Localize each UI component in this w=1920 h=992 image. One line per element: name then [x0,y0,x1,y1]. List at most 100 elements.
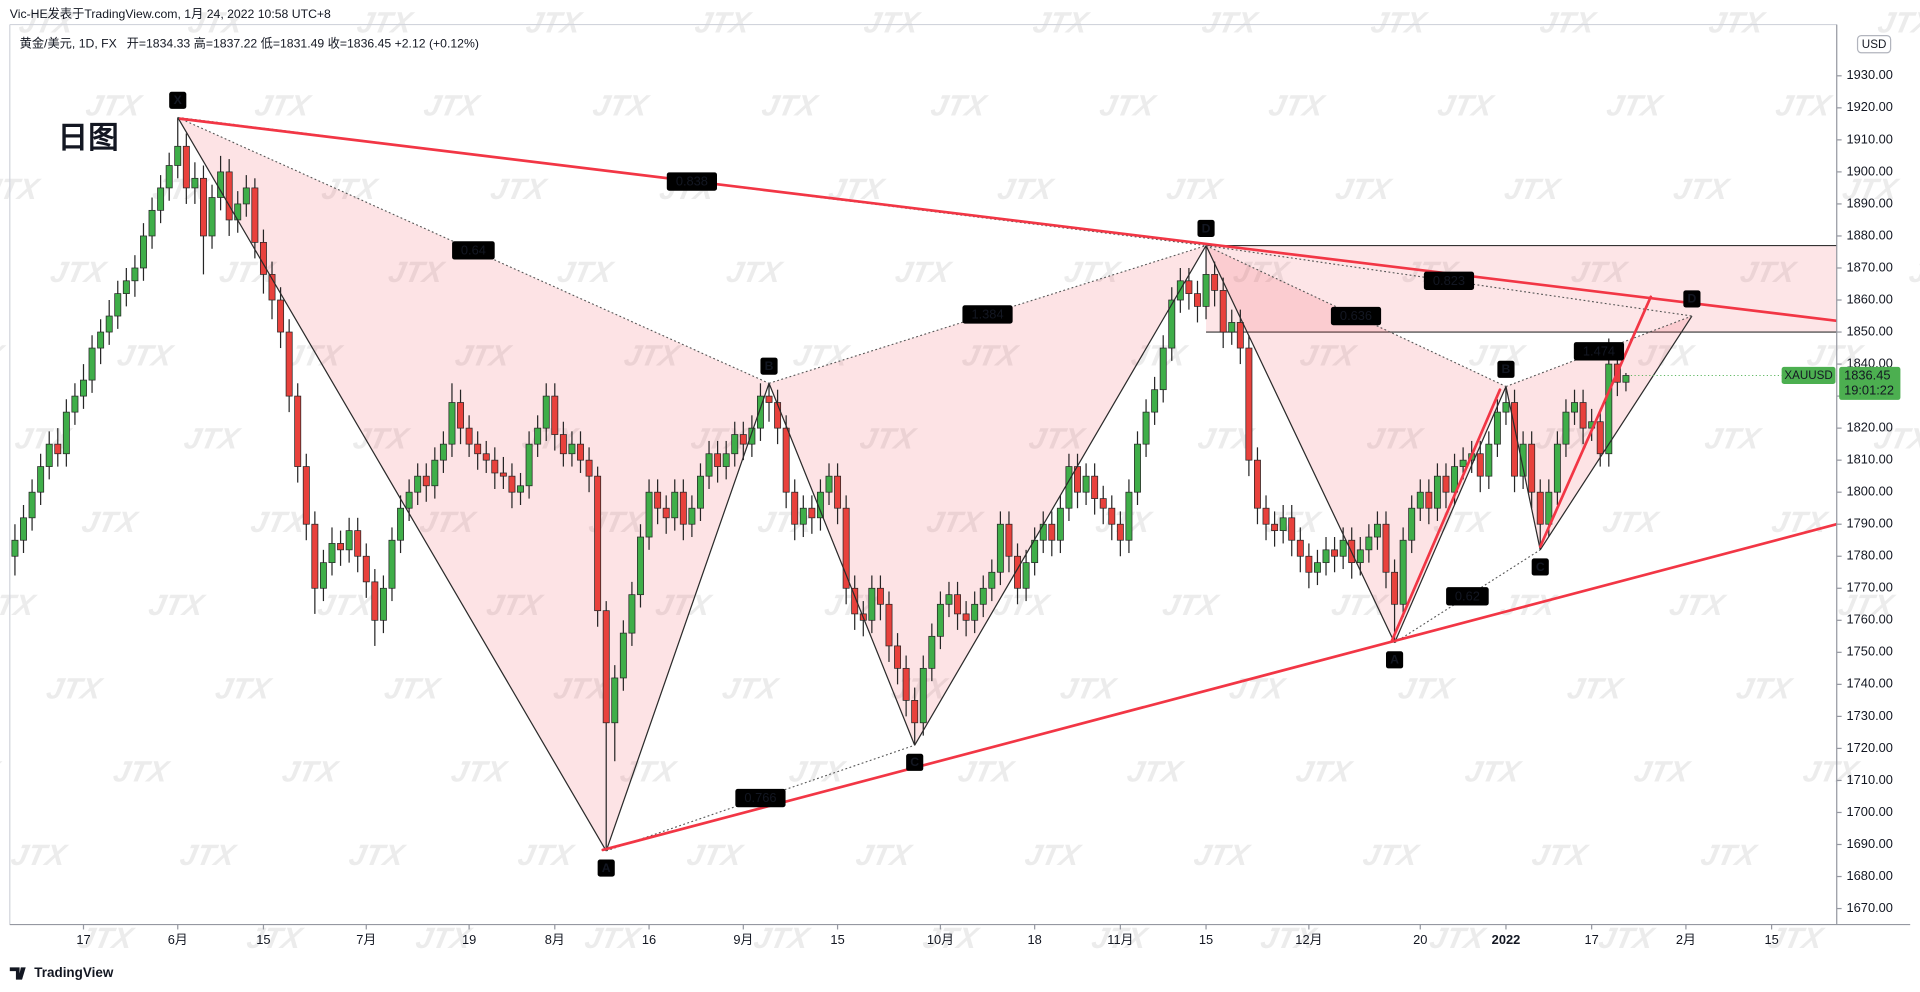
candle-body [1399,539,1407,605]
watermark: JTX [1364,423,1427,456]
candle-body [1356,549,1364,564]
candle-body [1416,491,1424,509]
candle-body [1519,443,1527,477]
candle-body [936,603,944,637]
candle-body [645,491,653,538]
watermark: JTX [75,923,138,956]
candle-body [457,402,464,429]
watermark: JTX [146,589,209,622]
candle-body [1014,555,1021,589]
watermark: JTX [1230,256,1293,289]
candle-body [1056,507,1064,541]
watermark: JTX [1266,90,1329,123]
candle-body [491,459,499,474]
candle-body [697,475,704,509]
watermark: JTX [1333,173,1396,206]
candle-body [1425,491,1433,509]
x-tick-label: 15 [1764,932,1778,947]
candle-body [1185,280,1193,294]
watermark: JTX [1097,90,1160,123]
watermark: JTX [1160,589,1223,622]
symbol-tag [1781,366,1836,385]
candle-body [1159,347,1167,391]
y-tick-label: 1690.00 [1847,836,1893,851]
candle-body [328,543,336,564]
candle-body [182,145,190,189]
y-tick-label: 1860.00 [1847,291,1893,306]
watermark: JTX [755,506,818,539]
watermark: JTX [1191,839,1254,872]
candle-body [834,475,842,509]
watermark: JTX [1631,756,1694,789]
candle-body [1279,517,1287,531]
currency-label: USD [1862,38,1887,51]
ratio-label: 0.823 [1433,273,1465,288]
candle-body [294,395,302,467]
watermark: JTX [1502,173,1565,206]
candle-body [876,587,884,605]
watermark: JTX [892,256,955,289]
candle-body [542,395,550,429]
watermark: JTX [110,756,173,789]
candle-body [259,241,267,275]
watermark: JTX [1395,673,1458,706]
price-tag-label: 1836.45 [1844,367,1890,382]
candle-body [1151,389,1159,413]
x-tick-label: 9月 [733,932,753,947]
candle-body [791,491,799,525]
watermark: JTX [790,340,853,373]
watermark: JTX [959,340,1022,373]
watermark: JTX [1733,673,1796,706]
watermark: JTX [1537,7,1600,40]
watermark: JTX [853,839,916,872]
watermark: JTX [279,756,342,789]
candle-body [1622,375,1630,383]
watermark: JTX [177,839,240,872]
candle-body [611,677,619,724]
candle-body [508,475,516,493]
x-tick-label: 15 [1199,932,1213,947]
x-tick-label: 18 [1028,932,1042,947]
candle-body [379,587,387,621]
pattern-leg [1205,245,1396,643]
watermark: JTX [653,589,716,622]
candle-body [1331,549,1339,557]
candle-body [414,475,422,493]
x-tick-label: 17 [1585,932,1599,947]
candle-body [988,571,996,589]
candle-body [268,274,276,301]
watermark: JTX [417,506,480,539]
watermark: JTX [1737,256,1800,289]
watermark: JTX [684,839,747,872]
candle-body [1382,523,1390,573]
point-label: C [1536,560,1545,574]
candle-body [337,543,345,551]
candle-body [551,395,559,435]
x-tick-label: 10月 [927,932,954,947]
watermark: JTX [1128,340,1191,373]
candle-body [945,594,953,605]
y-tick-label: 1810.00 [1847,452,1893,467]
watermark: JTX [48,256,111,289]
y-tick-label: 1890.00 [1847,195,1893,210]
x-tick-label: 6月 [168,932,188,947]
candle-body [200,177,207,237]
candle-body [319,562,327,589]
watermark: JTX [346,839,409,872]
ratio-box [1573,342,1625,361]
candle-body [1476,453,1484,477]
candle-body [902,667,910,701]
candle-body [397,507,405,541]
candle-body [465,427,473,445]
watermark: JTX [8,839,71,872]
candle-body [114,293,122,317]
candle-body [739,434,747,445]
candle-body [80,379,87,397]
candle-body [577,443,584,461]
watermark: JTX [1368,7,1431,40]
watermark: JTX [1800,756,1863,789]
candle-body [148,209,156,237]
y-tick-label: 1930.00 [1847,67,1893,82]
pattern-leg [1539,315,1693,551]
x-tick-label: 17 [76,932,90,947]
